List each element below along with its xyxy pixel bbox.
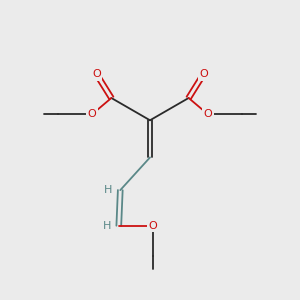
Text: H: H (103, 221, 111, 231)
Text: O: O (88, 109, 96, 119)
Text: O: O (204, 109, 212, 119)
Text: O: O (148, 221, 157, 231)
Text: O: O (199, 69, 208, 79)
Text: H: H (104, 185, 112, 195)
Text: O: O (92, 69, 101, 79)
